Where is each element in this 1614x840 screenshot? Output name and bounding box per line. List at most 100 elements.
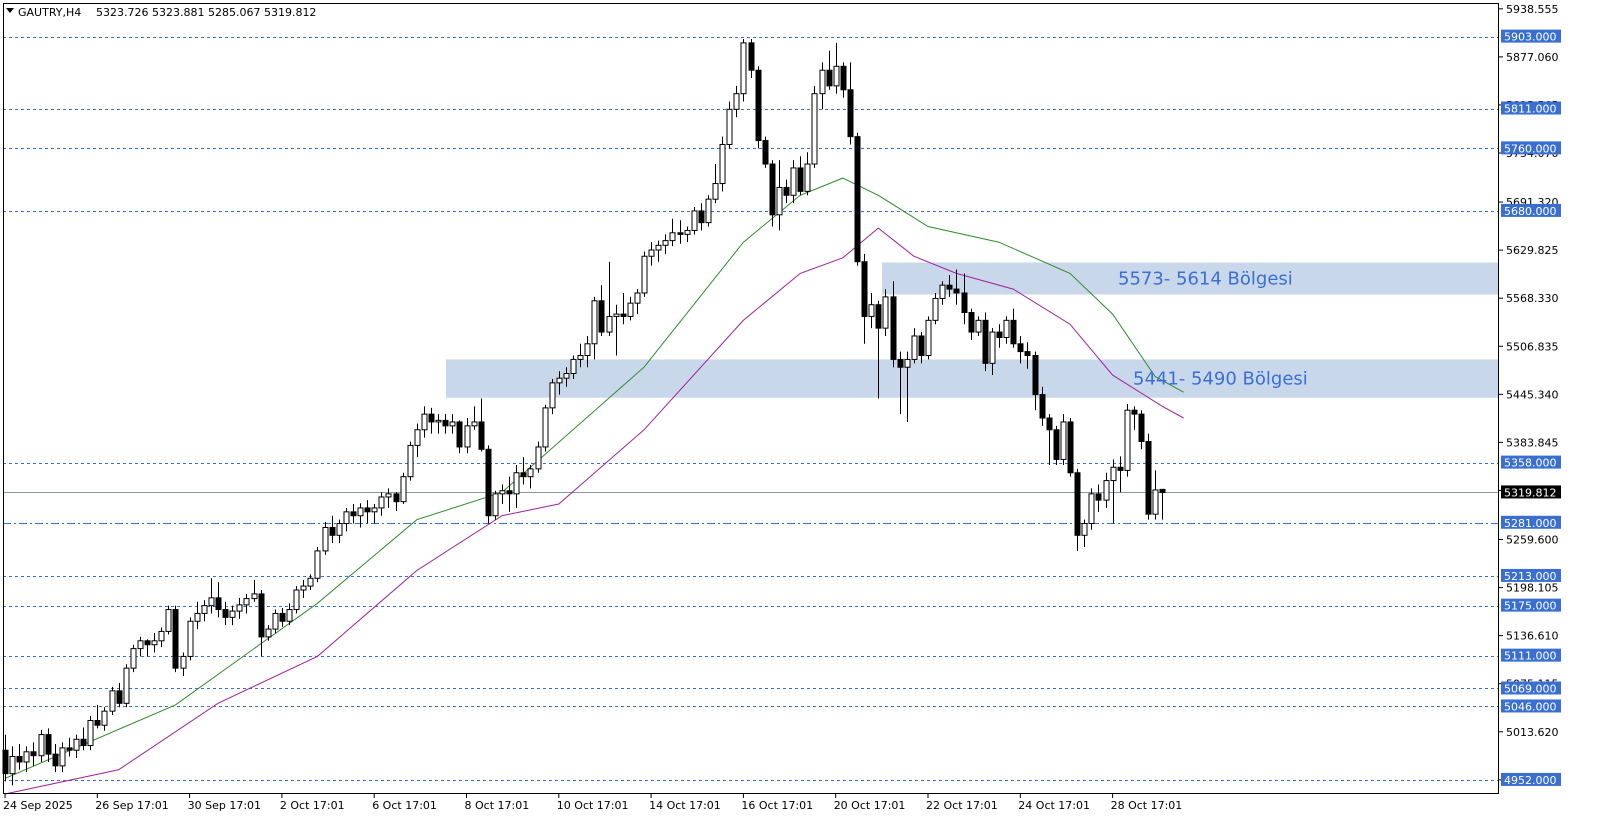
- candle-body: [180, 655, 187, 669]
- candle-body: [606, 315, 613, 333]
- y-tick-label: 5013.620: [1506, 726, 1559, 739]
- candle-body: [87, 720, 94, 747]
- level-price-tag: [1501, 455, 1561, 469]
- candle-body: [648, 249, 655, 257]
- candle-body: [932, 297, 939, 321]
- candle-body: [208, 597, 215, 607]
- candle-body: [684, 229, 691, 235]
- candle-body: [187, 620, 194, 657]
- candle-body: [272, 612, 279, 630]
- candle-body: [109, 690, 116, 712]
- candle-body: [911, 335, 918, 360]
- zone-label: 5573- 5614 Bölgesi: [1118, 269, 1293, 290]
- candle-body: [286, 609, 293, 622]
- candle-body: [691, 210, 698, 231]
- candle-body: [478, 421, 485, 450]
- candle-body: [783, 186, 790, 196]
- candle-body: [1159, 488, 1166, 493]
- level-price-label: 5680.000: [1504, 205, 1557, 218]
- candle-body: [996, 331, 1003, 339]
- candle-body: [137, 640, 144, 650]
- x-tick-label: 22 Oct 17:01: [926, 799, 998, 812]
- level-price-tag: [1501, 648, 1561, 662]
- level-price-label: 5046.000: [1504, 700, 1557, 713]
- candle-body: [826, 69, 833, 87]
- level-price-tag: [1501, 203, 1561, 217]
- candle-body: [527, 468, 534, 478]
- candle-body: [1060, 421, 1067, 460]
- x-tick-label: 2 Oct 17:01: [280, 799, 345, 812]
- candle-body: [428, 413, 435, 423]
- candle-body: [343, 511, 350, 525]
- candle-body: [23, 751, 30, 763]
- candle-body: [535, 446, 542, 470]
- candle-body: [364, 507, 371, 513]
- ma-slow-line: [4, 227, 1184, 795]
- level-price-tag: [1501, 515, 1561, 529]
- candle-body: [1081, 523, 1088, 536]
- candle-body: [194, 612, 201, 622]
- symbol-timeframe: GAUTRY,H4: [18, 6, 81, 19]
- candle-body: [59, 747, 66, 767]
- candle-body: [442, 419, 449, 427]
- candle-body: [563, 372, 570, 379]
- candle-body: [847, 89, 854, 138]
- candle-body: [811, 93, 818, 165]
- x-tick-label: 6 Oct 17:01: [372, 799, 437, 812]
- candle-body: [456, 421, 463, 448]
- candle-body: [165, 609, 172, 632]
- candle-body: [1010, 319, 1017, 345]
- candle-body: [819, 69, 826, 95]
- candle-body: [591, 300, 598, 345]
- candle-body: [669, 232, 676, 242]
- candle-body: [1074, 472, 1081, 536]
- candle-body: [748, 42, 755, 71]
- level-price-label: 5760.000: [1504, 142, 1557, 155]
- candle-body: [882, 296, 889, 329]
- dropdown-triangle-icon[interactable]: [6, 8, 14, 13]
- y-tick-label: 5938.555: [1506, 3, 1559, 16]
- candle-body: [336, 523, 343, 536]
- y-tick-label: 5629.825: [1506, 244, 1559, 257]
- candle-body: [371, 507, 378, 513]
- candle-body: [989, 331, 996, 364]
- candle-body: [769, 163, 776, 216]
- candle-body: [421, 413, 428, 431]
- candle-body: [946, 284, 953, 290]
- candle-body: [258, 593, 265, 638]
- candle-body: [968, 312, 975, 333]
- candle-body: [300, 585, 307, 591]
- candle-body: [101, 710, 108, 726]
- level-price-tag: [1501, 699, 1561, 713]
- candle-body: [45, 734, 52, 755]
- axes-layer: 5938.5555877.0605815.5655754.0705691.320…: [3, 3, 1561, 812]
- candle-body: [400, 476, 407, 503]
- candle-body: [1095, 493, 1102, 501]
- candle-body: [73, 738, 80, 751]
- candle-body: [854, 136, 861, 263]
- candle-body: [712, 183, 719, 200]
- candle-body: [464, 425, 471, 448]
- candle-body: [1003, 319, 1010, 339]
- levels-layer: [3, 37, 1499, 781]
- candle-body: [215, 597, 222, 611]
- candle-body: [492, 493, 499, 517]
- level-price-label: 5213.000: [1504, 570, 1557, 583]
- candle-body: [1145, 440, 1152, 515]
- y-tick-label: 5383.845: [1506, 436, 1559, 449]
- candle-body: [1046, 417, 1053, 431]
- x-tick-label: 16 Oct 17:01: [741, 799, 813, 812]
- candle-body: [776, 186, 783, 216]
- candle-body: [620, 313, 627, 317]
- candle-body: [1131, 409, 1138, 415]
- candle-body: [733, 93, 740, 110]
- x-tick-label: 10 Oct 17:01: [557, 799, 629, 812]
- candle-body: [144, 640, 151, 646]
- candle-body: [172, 609, 179, 669]
- level-price-tag: [1501, 681, 1561, 695]
- x-tick-label: 30 Sep 17:01: [188, 799, 261, 812]
- level-price-tag: [1501, 598, 1561, 612]
- candle-body: [577, 355, 584, 360]
- candle-body: [627, 302, 634, 317]
